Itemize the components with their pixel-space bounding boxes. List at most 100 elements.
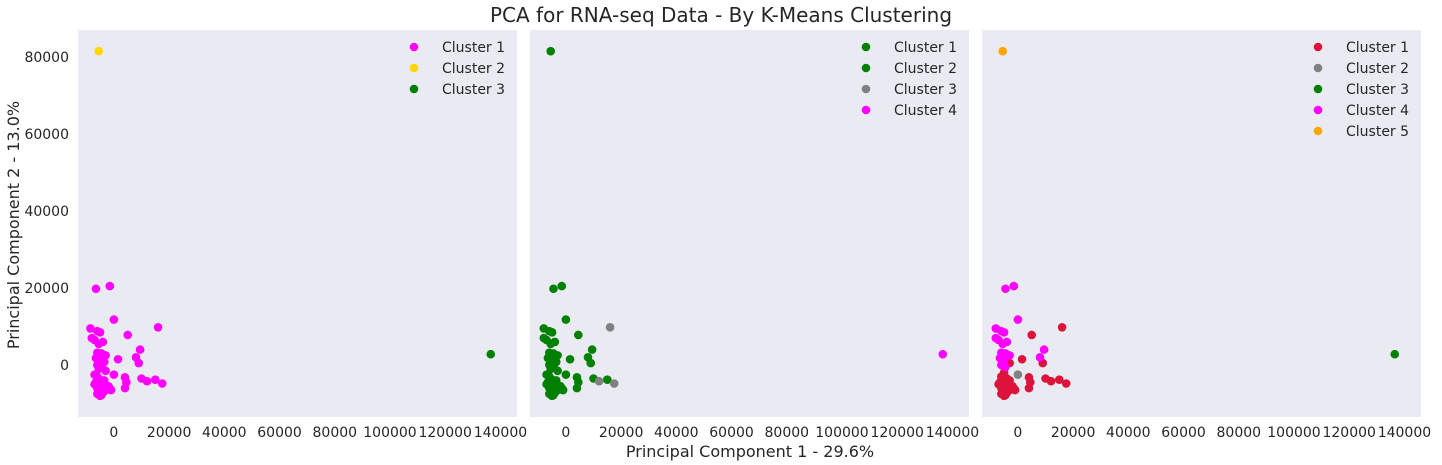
legend-marker — [409, 63, 419, 73]
scatter-panel-1: 0 20000 40000 60000 80000 100000 120000 140000 0… — [24, 30, 527, 441]
data-point — [153, 322, 163, 332]
x-tick-label: 0 — [1013, 425, 1022, 441]
data-point — [572, 383, 582, 393]
data-point — [1010, 385, 1020, 395]
x-tick-label: 80000 — [1217, 425, 1262, 441]
data-point — [999, 391, 1009, 401]
data-point — [557, 281, 567, 291]
data-point — [998, 339, 1008, 349]
plot-area — [982, 30, 1421, 417]
data-point — [547, 391, 557, 401]
legend-label: Cluster 3 — [894, 82, 957, 98]
x-tick-label: 100000 — [815, 425, 868, 441]
data-point — [101, 351, 110, 360]
legend-label: Cluster 1 — [1346, 40, 1409, 56]
data-point — [561, 370, 571, 379]
x-tick-label: 40000 — [1106, 425, 1151, 441]
legend-marker — [861, 63, 871, 73]
data-point — [609, 379, 619, 388]
data-point — [561, 315, 571, 324]
data-point — [594, 376, 604, 386]
y-axis-label: Principal Component 2 - 13.0% — [4, 101, 23, 349]
legend-marker — [409, 42, 419, 52]
data-point — [109, 370, 119, 379]
x-tick-label: 0 — [109, 425, 118, 441]
data-point — [547, 327, 557, 337]
data-point — [553, 351, 562, 360]
plot-area — [530, 30, 969, 417]
data-point — [135, 345, 145, 354]
x-tick-label: 100000 — [363, 425, 416, 441]
data-point — [999, 327, 1009, 337]
x-tick-label: 120000 — [870, 425, 923, 441]
x-tick-label: 0 — [561, 425, 570, 441]
data-point — [1039, 345, 1049, 354]
data-point — [157, 379, 167, 388]
y-tick-label: 0 — [60, 358, 69, 374]
data-point — [1017, 354, 1027, 364]
x-tick-label: 120000 — [418, 425, 471, 441]
data-point — [574, 330, 583, 340]
data-point — [1001, 362, 1010, 372]
data-point — [546, 339, 556, 349]
data-point — [113, 354, 123, 364]
legend-label: Cluster 2 — [442, 61, 505, 77]
data-point — [1035, 353, 1045, 362]
data-point — [1013, 315, 1023, 324]
data-point — [998, 46, 1008, 56]
legend-marker — [861, 84, 871, 94]
x-axis-label: Principal Component 1 - 29.6% — [626, 442, 874, 461]
legend-label: Cluster 4 — [894, 103, 957, 119]
data-point — [94, 339, 104, 349]
data-point — [95, 327, 105, 337]
y-tick-label: 20000 — [24, 281, 69, 297]
scatter-panel-2: 0 20000 40000 60000 80000 100000 120000 140000 C… — [530, 30, 979, 441]
data-point — [938, 349, 948, 359]
scatter-panel-3: 0 20000 40000 60000 80000 100000 120000 140000 C… — [982, 30, 1431, 441]
data-point — [106, 385, 116, 395]
legend-label: Cluster 1 — [442, 40, 505, 56]
legend-label: Cluster 2 — [1346, 61, 1409, 77]
data-point — [586, 358, 596, 368]
x-tick-label: 20000 — [147, 425, 192, 441]
data-point — [1001, 284, 1010, 294]
data-point — [120, 383, 130, 393]
plot-area — [78, 30, 517, 417]
legend-marker — [1313, 63, 1323, 73]
data-point — [91, 284, 101, 294]
data-point — [1027, 330, 1036, 340]
y-tick-label: 60000 — [24, 127, 69, 143]
legend-label: Cluster 3 — [1346, 82, 1409, 98]
data-point — [553, 366, 562, 376]
legend-label: Cluster 2 — [894, 61, 957, 77]
legend-label: Cluster 5 — [1346, 124, 1409, 140]
x-tick-label: 80000 — [313, 425, 358, 441]
data-point — [565, 354, 575, 364]
data-point — [558, 385, 568, 395]
x-tick-label: 60000 — [257, 425, 302, 441]
legend-marker — [1313, 126, 1323, 136]
legend-marker — [861, 105, 871, 115]
data-point — [1005, 351, 1014, 360]
data-point — [1046, 376, 1056, 386]
legend-label: Cluster 1 — [894, 40, 957, 56]
x-tick-label: 20000 — [1051, 425, 1096, 441]
x-tick-label: 20000 — [599, 425, 644, 441]
data-point — [134, 358, 144, 368]
data-point — [86, 324, 95, 333]
data-point — [486, 349, 496, 359]
y-tick-label: 80000 — [24, 50, 69, 66]
x-tick-label: 140000 — [1378, 425, 1431, 441]
figure-title: PCA for RNA-seq Data - By K-Means Cluste… — [490, 3, 952, 27]
y-tick-label: 40000 — [24, 204, 69, 220]
data-point — [142, 376, 152, 386]
data-point — [1390, 349, 1400, 359]
data-point — [1055, 375, 1064, 384]
x-tick-label: 60000 — [709, 425, 754, 441]
data-point — [109, 315, 119, 324]
data-point — [1057, 322, 1067, 332]
legend-label: Cluster 3 — [442, 82, 505, 98]
x-tick-label: 60000 — [1161, 425, 1206, 441]
x-tick-label: 80000 — [765, 425, 810, 441]
